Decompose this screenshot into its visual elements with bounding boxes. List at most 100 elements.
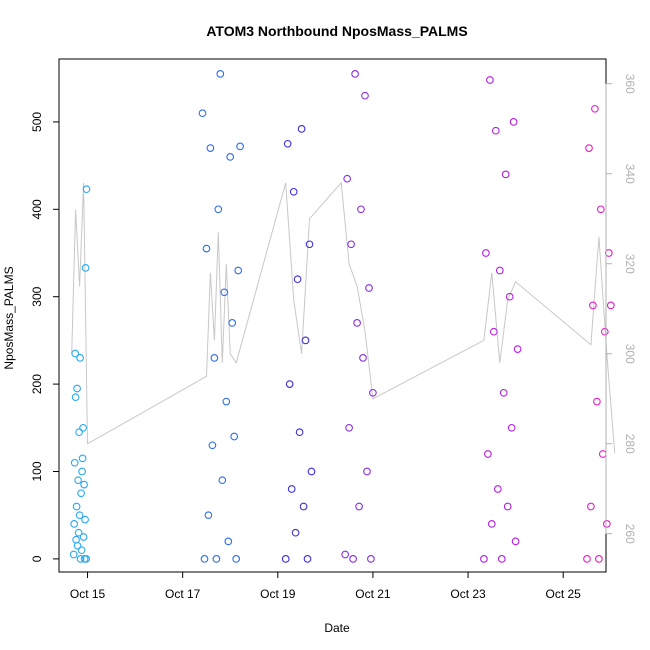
data-point [76,555,85,563]
data-point [77,546,86,555]
data-point [359,354,367,362]
data-point [505,292,514,301]
data-point [82,555,90,563]
data-point [602,520,611,528]
y-tick-label: 400 [30,199,44,219]
data-point [70,520,79,528]
data-point [491,126,500,135]
data-point [228,319,237,327]
y-axis-title: NposMass_PALMS [2,266,16,369]
data-point [198,109,207,118]
data-point [204,511,213,520]
data-point [367,555,375,563]
y2-tick-label: 280 [623,434,637,454]
data-point [208,441,217,450]
data-point [80,480,88,489]
data-point [81,515,89,524]
data-point [357,205,365,214]
data-point [583,555,591,563]
data-point [200,555,209,563]
data-point [299,502,308,511]
data-point [363,467,371,476]
data-point [78,454,87,463]
data-point [79,533,88,541]
data-point [353,319,361,327]
data-point [202,244,211,253]
data-point [216,70,225,78]
data-point [75,428,83,437]
data-point [489,327,498,336]
data-point [606,301,615,310]
data-point [493,485,502,493]
data-point [480,555,488,563]
data-point [285,380,294,388]
y-tick-label: 100 [30,461,44,481]
data-point [289,187,298,196]
data-point [212,555,221,563]
y-tick-label: 300 [30,286,44,306]
x-tick-label: Oct 15 [70,587,106,601]
data-point [295,428,304,437]
data-point [589,301,597,310]
data-point [71,349,80,358]
x-axis: Oct 15 Oct 17 Oct 19 Oct 21 Oct 23 Oct 25 [70,571,582,601]
x-axis-title: Date [324,621,350,635]
data-point [220,288,229,297]
data-point [499,388,508,397]
x-tick-label: Oct 23 [450,587,486,601]
data-point [307,467,316,476]
data-point [232,555,241,563]
data-point [595,555,603,563]
data-point [585,144,593,152]
data-point [234,266,243,275]
data-point [76,354,84,362]
data-point [347,240,355,249]
y-tick-label: 500 [30,112,44,132]
data-point [305,240,314,249]
data-point [497,555,506,563]
data-point [349,555,357,563]
data-point [591,104,599,113]
data-point [301,336,310,345]
data-point [487,520,496,528]
data-point [236,142,244,151]
data-point [351,70,359,78]
data-point [303,555,312,563]
x-tick-label: Oct 17 [165,587,201,601]
x-tick-label: Oct 19 [260,587,296,601]
y2-tick-label: 300 [623,344,637,364]
data-point [596,205,605,214]
data-point [73,541,82,550]
y2-tick-label: 320 [623,254,637,274]
chart-title: ATOM3 Northbound NposMass_PALMS [206,23,467,39]
data-point [218,476,227,485]
data-point [74,528,83,537]
data-point [281,555,290,563]
y-axis-right: 260 280 300 320 340 360 [605,74,637,544]
data-point [81,264,90,272]
data-point [71,393,80,402]
data-point [210,354,219,362]
data-point [77,489,85,498]
data-point [72,502,81,511]
y2-tick-label: 260 [623,524,637,544]
data-point [365,284,373,292]
data-point [587,502,595,511]
data-point [507,423,516,432]
data-point [361,91,369,100]
data-point [75,511,84,520]
data-point [79,423,87,432]
data-point [214,205,223,214]
data-point [70,458,79,467]
data-point [341,550,350,559]
y-axis: 0 100 200 300 400 500 [30,112,60,562]
points-layer [69,70,615,563]
x-tick-label: Oct 25 [546,587,582,601]
data-point [369,388,377,397]
data-point [600,327,609,336]
data-point [283,139,292,148]
data-point [297,125,306,133]
data-point [511,537,520,546]
